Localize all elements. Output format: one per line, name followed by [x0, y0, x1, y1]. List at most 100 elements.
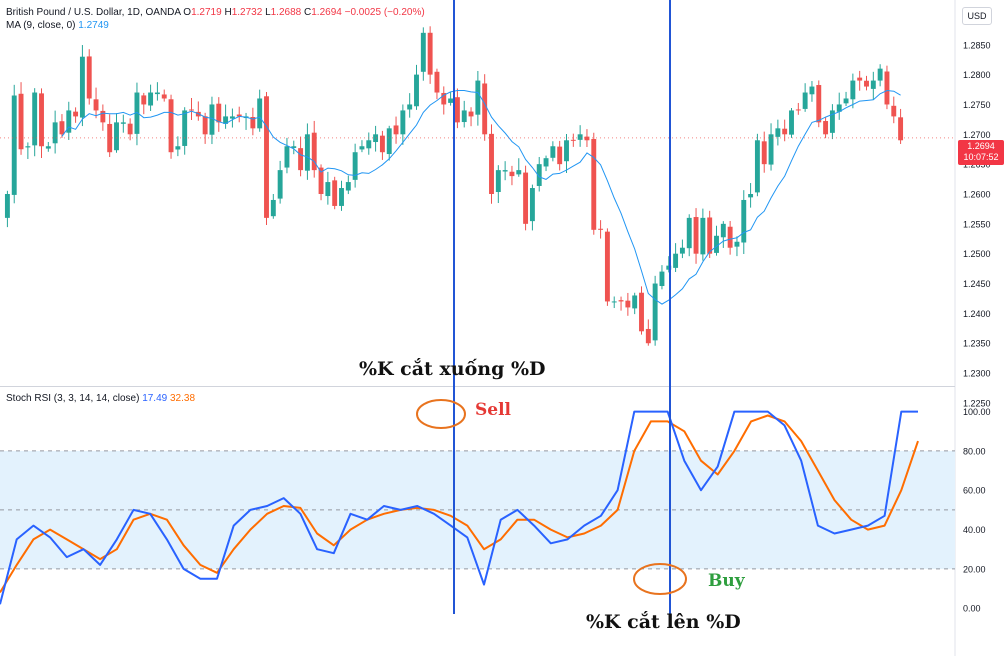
candle [18, 82, 24, 155]
candle-body [550, 146, 556, 158]
stoch-rsi-pane: 100.00 80.00 60.00 40.00 20.00 0.00 [0, 407, 991, 614]
candle-body [857, 77, 863, 81]
candle [291, 140, 297, 155]
candle-body [148, 92, 154, 106]
candle-body [66, 110, 72, 133]
candle-body [693, 217, 699, 254]
candle-body [32, 92, 38, 146]
candle-body [782, 128, 788, 135]
high-value: 1.2732 [231, 7, 263, 18]
candle [898, 108, 904, 144]
candle [277, 160, 283, 204]
candle [495, 165, 501, 204]
candle-body [543, 158, 549, 167]
price-tick-label: 1.2700 [963, 130, 991, 140]
open-value: 1.2719 [191, 7, 222, 18]
candle-body [789, 110, 794, 135]
candle-body [870, 80, 876, 89]
candle-body [707, 217, 713, 254]
candle-body [754, 140, 760, 193]
candle-body [659, 271, 665, 287]
candle [73, 107, 79, 123]
candle-body [332, 180, 338, 206]
candle [168, 94, 174, 159]
candle [236, 106, 242, 123]
candle-body [666, 265, 672, 270]
candle [414, 64, 419, 110]
candle [652, 275, 658, 346]
candles [4, 26, 904, 346]
price-tick-label: 1.2550 [963, 219, 991, 229]
candle [775, 119, 781, 146]
candle [366, 132, 372, 155]
candle [420, 27, 426, 81]
candle [666, 256, 672, 273]
candle-body [107, 123, 113, 153]
candle-body [611, 301, 617, 303]
bar-countdown: 10:07:52 [963, 152, 999, 162]
candle-body [570, 139, 576, 141]
stoch-k-value: 17.49 [142, 393, 168, 404]
stoch-label: Stoch RSI (3, 3, 14, 14, close) [6, 393, 140, 404]
candle-body [679, 247, 685, 254]
candle-body [134, 92, 140, 134]
ma-legend[interactable]: MA (9, close, 0) 1.2749 [6, 20, 109, 31]
candle-body [577, 134, 583, 140]
candle [448, 91, 454, 106]
candle-body [591, 138, 597, 230]
candle-body [482, 83, 488, 135]
candle [120, 114, 126, 133]
candle [489, 124, 494, 204]
candle-body [700, 217, 706, 255]
candle [625, 292, 631, 316]
candle [407, 93, 413, 118]
candle-body [454, 97, 460, 123]
candle-body [434, 71, 440, 93]
candle [393, 116, 399, 144]
candle [59, 114, 65, 138]
candle-body [257, 98, 263, 129]
candle-body [891, 105, 897, 117]
stoch-legend[interactable]: Stoch RSI (3, 3, 14, 14, close) 17.49 32… [6, 393, 195, 404]
candle [359, 140, 365, 153]
candle-body [775, 128, 781, 137]
candle [639, 286, 644, 335]
candle [209, 96, 215, 145]
candle [141, 92, 147, 115]
candle [816, 80, 822, 128]
candle-body [877, 68, 883, 81]
candle [339, 180, 344, 211]
candle [325, 171, 331, 205]
currency-button[interactable]: USD [962, 7, 992, 25]
candle [379, 130, 385, 160]
candle-body [489, 133, 494, 194]
cross-up-annotation: %K cắt lên %D [586, 611, 741, 633]
candle [529, 184, 535, 231]
candle-body [277, 170, 283, 199]
candle [154, 82, 160, 101]
candle [400, 104, 406, 145]
candle [686, 214, 692, 257]
candle-body [864, 80, 869, 87]
cross-down-annotation: %K cắt xuống %D [359, 358, 546, 380]
candle [345, 175, 351, 195]
candle [223, 104, 229, 129]
candle [877, 64, 883, 87]
candle [127, 118, 133, 141]
candle [809, 81, 815, 102]
candle [843, 91, 849, 106]
candle-body [400, 110, 406, 135]
candle-body [25, 146, 31, 148]
sell-label: Sell [475, 400, 512, 420]
candle-body [73, 111, 79, 117]
candle-body [373, 134, 379, 143]
candle [304, 123, 310, 180]
candle-body [768, 134, 774, 165]
candle-body [284, 146, 290, 168]
candle [25, 142, 31, 159]
candle [373, 125, 379, 152]
candle [645, 319, 651, 346]
candle [189, 97, 194, 121]
candle [564, 134, 569, 174]
price-tick-label: 1.2450 [963, 279, 991, 289]
